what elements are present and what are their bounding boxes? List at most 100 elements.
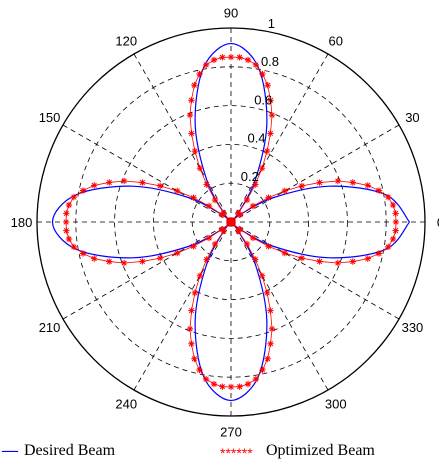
- data-point-optimized-beam: [264, 355, 271, 362]
- data-point-optimized-beam: [252, 61, 260, 69]
- data-point-optimized-beam: [70, 243, 78, 251]
- data-point-optimized-beam: [334, 177, 342, 185]
- angle-tick-label: 150: [39, 110, 61, 125]
- data-point-optimized-beam: [106, 179, 113, 186]
- angle-gridline: [230, 221, 329, 391]
- legend-marker-optimized-beam: ******: [220, 445, 253, 461]
- data-point-optimized-beam: [249, 202, 257, 210]
- data-point-optimized-beam: [259, 70, 266, 78]
- data-point-optimized-beam: [298, 254, 306, 262]
- angle-gridline: [230, 221, 400, 320]
- data-point-optimized-beam: [191, 355, 198, 362]
- data-point-optimized-beam: [265, 194, 272, 201]
- data-point-optimized-beam: [349, 258, 356, 265]
- data-point-optimized-beam: [252, 375, 260, 383]
- data-point-optimized-beam: [191, 82, 198, 89]
- tick-labels: 0.2 0.4 0.6 0.8 1 0 30 60 90 120 150 180 210 240 270 30…: [11, 5, 439, 439]
- data-point-optimized-beam: [91, 182, 98, 189]
- data-point-optimized-beam: [174, 187, 181, 195]
- data-point-optimized-beam: [334, 259, 342, 267]
- data-point-optimized-beam: [188, 340, 195, 347]
- data-point-optimized-beam: [211, 240, 219, 248]
- data-point-optimized-beam: [186, 325, 194, 333]
- data-point-optimized-beam: [263, 147, 271, 155]
- data-point-optimized-beam: [188, 307, 195, 314]
- series-line-desired-beam: [51, 42, 410, 402]
- data-point-optimized-beam: [205, 202, 213, 210]
- angle-tick-label: 60: [329, 34, 343, 49]
- radial-gridline: [191, 182, 271, 262]
- data-point-optimized-beam: [227, 383, 235, 391]
- data-point-optimized-beam: [364, 182, 371, 189]
- angle-tick-label: 300: [325, 396, 347, 411]
- data-point-optimized-beam: [62, 218, 70, 226]
- data-point-optimized-beam: [91, 255, 98, 262]
- angle-gridline: [62, 124, 232, 223]
- data-point-optimized-beam: [375, 187, 383, 194]
- radial-tick-label: 0.6: [254, 92, 272, 107]
- legend-label-desired-beam: Desired Beam: [24, 442, 116, 459]
- angle-tick-label: 270: [220, 425, 242, 440]
- data-point-optimized-beam: [392, 210, 399, 217]
- data-point-optimized-beam: [252, 256, 259, 263]
- data-point-optimized-beam: [265, 243, 272, 250]
- data-point-optimized-beam: [236, 54, 243, 61]
- data-point-optimized-beam: [174, 249, 181, 257]
- data-point-optimized-beam: [244, 380, 252, 388]
- data-point-optimized-beam: [190, 194, 197, 201]
- angle-tick-label: 210: [39, 320, 61, 335]
- data-point-optimized-beam: [202, 375, 210, 383]
- data-point-optimized-beam: [264, 82, 271, 89]
- data-point-optimized-beam: [236, 226, 244, 233]
- data-point-optimized-beam: [220, 227, 227, 235]
- angle-tick-label: 180: [11, 215, 33, 230]
- legend: — Desired Beam ****** Optimized Beam: [1, 442, 375, 461]
- data-point-optimized-beam: [389, 235, 397, 243]
- legend-label-optimized-beam: Optimized Beam: [266, 442, 375, 459]
- data-point-optimized-beam: [392, 218, 400, 226]
- data-point-optimized-beam: [258, 165, 266, 172]
- data-point-optimized-beam: [139, 179, 146, 186]
- data-point-optimized-beam: [227, 53, 235, 61]
- radial-tick-label: 1: [268, 16, 275, 31]
- data-point-optimized-beam: [188, 130, 195, 137]
- legend-marker-desired-beam: —: [1, 442, 19, 459]
- data-point-optimized-beam: [196, 70, 203, 78]
- data-point-optimized-beam: [236, 383, 243, 390]
- data-point-optimized-beam: [70, 193, 78, 201]
- data-point-optimized-beam: [210, 56, 218, 64]
- data-point-optimized-beam: [205, 234, 213, 242]
- data-point-optimized-beam: [120, 177, 128, 185]
- data-point-optimized-beam: [191, 289, 199, 297]
- data-point-optimized-beam: [219, 54, 226, 61]
- angle-gridline: [230, 53, 329, 223]
- data-point-optimized-beam: [268, 325, 276, 333]
- data-point-optimized-beam: [79, 187, 87, 194]
- angle-tick-label: 0: [437, 215, 439, 230]
- data-point-optimized-beam: [188, 97, 195, 104]
- data-point-optimized-beam: [196, 165, 204, 172]
- angle-tick-label: 30: [405, 110, 419, 125]
- data-point-optimized-beam: [259, 366, 266, 374]
- data-point-optimized-beam: [281, 187, 288, 195]
- data-point-optimized-beam: [196, 366, 203, 374]
- data-point-optimized-beam: [267, 307, 274, 314]
- data-point-optimized-beam: [202, 61, 210, 69]
- data-point-optimized-beam: [79, 250, 87, 257]
- outer-ring: [36, 27, 426, 417]
- angle-tick-label: 90: [224, 5, 238, 20]
- data-point-optimized-beam: [389, 201, 397, 209]
- data-point-optimized-beam: [139, 258, 146, 265]
- radial-tick-label: 0.4: [247, 131, 265, 146]
- data-point-optimized-beam: [243, 240, 251, 248]
- data-point-optimized-beam: [235, 209, 242, 217]
- data-point-optimized-beam: [156, 182, 164, 190]
- data-point-optimized-beam: [156, 254, 164, 262]
- radial-gridline: [75, 66, 387, 378]
- angle-tick-label: 120: [115, 34, 137, 49]
- data-point-optimized-beam: [63, 210, 70, 217]
- data-point-optimized-beam: [364, 255, 371, 262]
- data-point-optimized-beam: [267, 130, 274, 137]
- angle-tick-label: 330: [402, 320, 424, 335]
